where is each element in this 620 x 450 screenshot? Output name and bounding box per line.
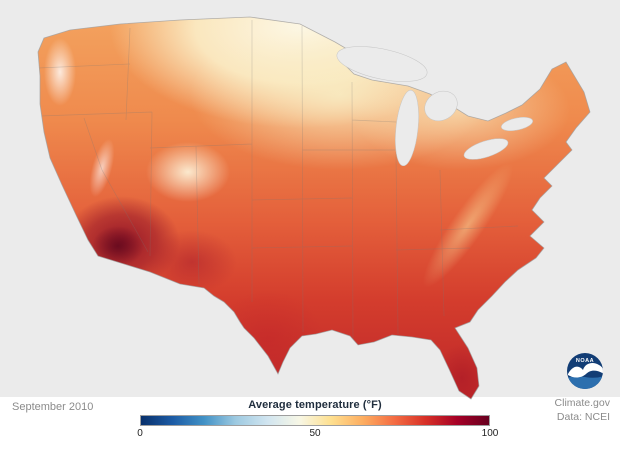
colorbar-tick-mid: 50 xyxy=(309,428,321,439)
temperature-legend: Average temperature (°F) 0 50 100 xyxy=(137,399,498,441)
state-borders xyxy=(38,20,519,341)
great-lakes xyxy=(336,46,533,167)
noaa-logo: NOAA xyxy=(567,353,603,389)
source-data: Data: NCEI xyxy=(556,410,610,423)
noaa-sea xyxy=(567,376,603,389)
date-label: September 2010 xyxy=(12,401,94,413)
source-credit: Climate.gov Data: NCEI xyxy=(555,397,610,424)
noaa-gull-icon xyxy=(568,362,603,378)
colorbar-tick-max: 100 xyxy=(481,428,499,439)
colorbar-tick-min: 0 xyxy=(137,428,143,439)
us-temperature-map xyxy=(0,0,620,400)
source-site: Climate.gov xyxy=(554,397,610,409)
us-outline xyxy=(37,16,591,400)
temperature-colorbar xyxy=(140,415,490,426)
colorbar-ticks: 0 50 100 xyxy=(137,428,498,441)
noaa-logo-text: NOAA xyxy=(576,358,594,364)
legend-title: Average temperature (°F) xyxy=(248,399,382,411)
